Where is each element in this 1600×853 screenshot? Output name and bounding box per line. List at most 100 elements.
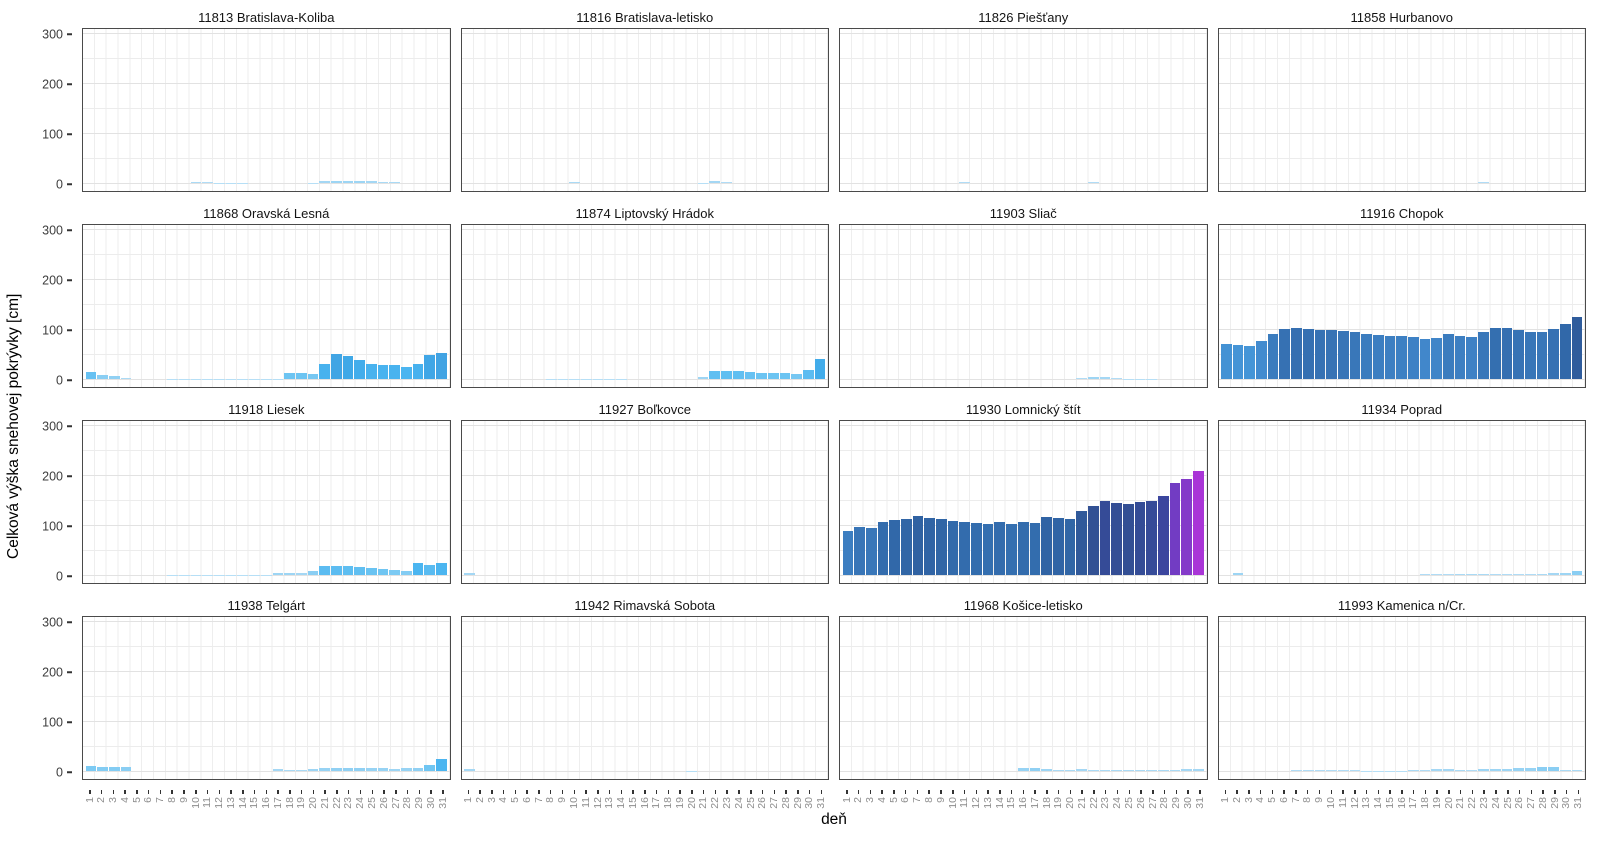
x-tick-label: 27: [768, 797, 781, 809]
x-tick: 28: [780, 790, 792, 809]
x-tick-label: 14: [236, 797, 249, 809]
y-tick-label: 300: [42, 616, 72, 629]
bar-day-21: [1076, 510, 1087, 575]
facet-title: 11813 Bratislava-Koliba: [198, 9, 335, 25]
bar-day-25: [366, 181, 377, 183]
x-tick-label: 18: [1040, 797, 1053, 809]
facet-title: 11816 Bratislava-letisko: [576, 9, 714, 25]
bar-day-27: [389, 365, 401, 379]
bar-day-23: [1478, 768, 1489, 771]
bar-day-12: [592, 378, 604, 379]
x-tick-mark: [347, 790, 350, 794]
x-tick-label: 6: [899, 797, 912, 803]
x-tick: 28: [1158, 790, 1171, 809]
x-tick: 26: [756, 790, 769, 809]
x-tick-label: 14: [1372, 797, 1385, 809]
x-tick-label: 25: [1123, 797, 1135, 809]
bar-day-22: [709, 181, 721, 183]
bar-day-25: [366, 768, 377, 771]
y-tick-label: 300: [42, 224, 72, 237]
x-tick: 31: [1572, 790, 1584, 809]
bar-day-22: [1466, 336, 1478, 379]
bar-day-19: [295, 769, 307, 771]
bar-group: [1219, 29, 1586, 191]
y-tick-text: 0: [56, 568, 63, 583]
bar-day-26: [1513, 768, 1524, 771]
x-tick: 27: [1147, 790, 1159, 809]
x-tick-label: 17: [650, 797, 663, 809]
x-tick-label: 7: [154, 797, 167, 803]
x-tick: 28: [401, 790, 414, 809]
bar-day-17: [272, 378, 284, 379]
bar-day-7: [912, 516, 924, 575]
y-tick-label: 100: [42, 128, 72, 141]
bar-day-17: [1408, 336, 1419, 379]
x-tick: 23: [1099, 790, 1112, 809]
facet-panel: [82, 28, 451, 192]
x-tick-label: 17: [271, 797, 284, 809]
x-tick: 12: [592, 790, 604, 809]
x-tick: 26: [1135, 790, 1147, 809]
x-tick: 15: [248, 790, 261, 809]
x-tick-mark: [1471, 790, 1474, 794]
facet-title: 11858 Hurbanovo: [1350, 9, 1453, 25]
x-tick-mark: [785, 790, 787, 794]
x-tick-label: 23: [342, 797, 355, 809]
bar-group: [83, 29, 450, 191]
bar-day-24: [1489, 768, 1501, 771]
facet-title: 11916 Chopok: [1359, 205, 1444, 221]
x-tick: 2: [474, 790, 486, 809]
x-tick: 12: [970, 790, 982, 809]
x-tick-mark: [632, 790, 634, 794]
bar-day-18: [1419, 574, 1431, 575]
x-tick-label: 30: [803, 797, 816, 809]
bar-day-21: [697, 376, 709, 379]
bar-day-9: [936, 518, 947, 575]
x-tick-label: 13: [981, 797, 994, 809]
bar-day-22: [1087, 182, 1099, 183]
y-tick-label: 200: [42, 666, 72, 679]
x-tick-label: 28: [401, 797, 414, 809]
bar-day-3: [1244, 345, 1256, 379]
bar-day-31: [814, 359, 826, 379]
x-tick: 8: [923, 790, 935, 809]
bar-day-2: [97, 375, 108, 379]
x-tick: 29: [1549, 790, 1561, 809]
y-tick-label: 300: [42, 420, 72, 433]
bar-day-1: [464, 573, 475, 575]
facet-title: 11968 Košice-letisko: [963, 597, 1083, 613]
x-tick-mark: [1022, 790, 1025, 794]
x-tick: 6: [1278, 790, 1290, 809]
x-tick-mark: [691, 790, 693, 794]
x-tick-label: 23: [1099, 797, 1112, 809]
x-tick-label: 30: [1181, 797, 1194, 809]
bar-day-15: [249, 378, 260, 379]
x-tick-label: 29: [1548, 797, 1561, 809]
bar-day-23: [342, 767, 354, 771]
bar-day-25: [1123, 504, 1134, 575]
x-tick-label: 26: [1134, 797, 1147, 809]
bar-day-29: [1548, 329, 1559, 379]
x-tick: 14: [1372, 790, 1384, 809]
x-tick-label: 4: [118, 797, 131, 803]
bar-day-31: [436, 353, 447, 379]
bar-day-17: [272, 769, 284, 771]
x-tick-mark: [1140, 790, 1142, 794]
bar-day-21: [1454, 335, 1466, 379]
y-tick-text: 100: [42, 518, 63, 533]
x-tick-label: 17: [1407, 797, 1420, 809]
bar-day-3: [865, 528, 877, 575]
y-tick-text: 100: [42, 126, 63, 141]
x-tick-mark: [916, 790, 919, 794]
bar-group: [840, 421, 1207, 583]
x-tick-mark: [1116, 790, 1119, 794]
x-tick-mark: [1448, 790, 1450, 794]
x-tick-mark: [1436, 790, 1438, 794]
x-tick: 16: [1396, 790, 1408, 809]
y-tick-mark: [67, 329, 72, 331]
x-tick-mark: [1507, 790, 1509, 794]
y-tick-text: 200: [42, 76, 63, 91]
bar-day-10: [569, 181, 580, 183]
x-axis: 1 2 3 4 5 6 7 8 9 10 11 12 13 14 15 16 17 18 19 20 21 22 23 24 2…: [1218, 790, 1587, 809]
x-tick-mark: [808, 790, 811, 794]
